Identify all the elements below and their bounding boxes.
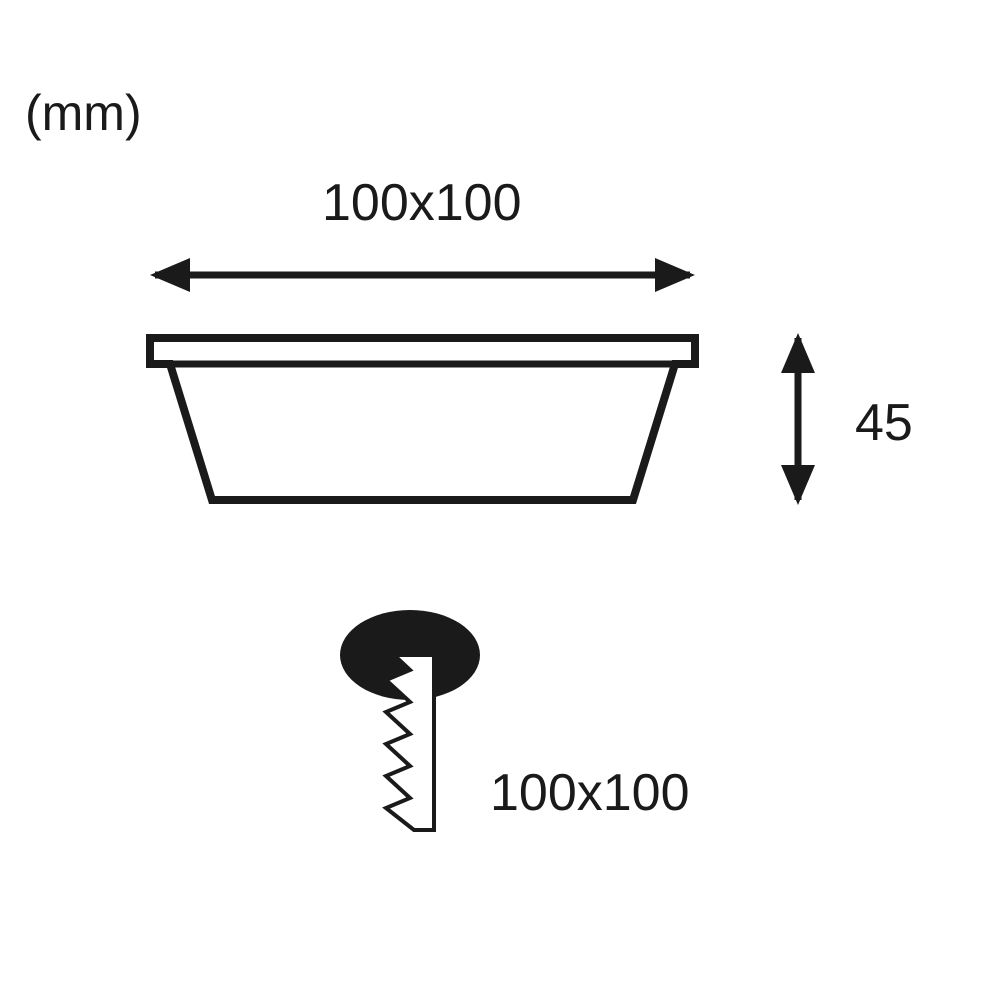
unit-label: (mm) xyxy=(25,85,142,141)
height-dimension: 45 xyxy=(781,333,913,505)
height-arrow-top-head xyxy=(781,333,815,373)
width-dimension: 100x100 xyxy=(150,174,695,292)
width-label: 100x100 xyxy=(322,174,522,232)
cutout-icon: 100x100 xyxy=(340,610,690,830)
dimension-diagram: (mm) 100x100 45 100x100 xyxy=(0,0,1000,1000)
jigsaw-blade xyxy=(386,655,434,830)
height-arrow-bottom-head xyxy=(781,465,815,505)
cutout-label: 100x100 xyxy=(490,764,690,822)
fixture-profile xyxy=(150,338,695,500)
height-label: 45 xyxy=(855,394,913,452)
width-arrow-right-head xyxy=(655,258,695,292)
width-arrow-left-head xyxy=(150,258,190,292)
